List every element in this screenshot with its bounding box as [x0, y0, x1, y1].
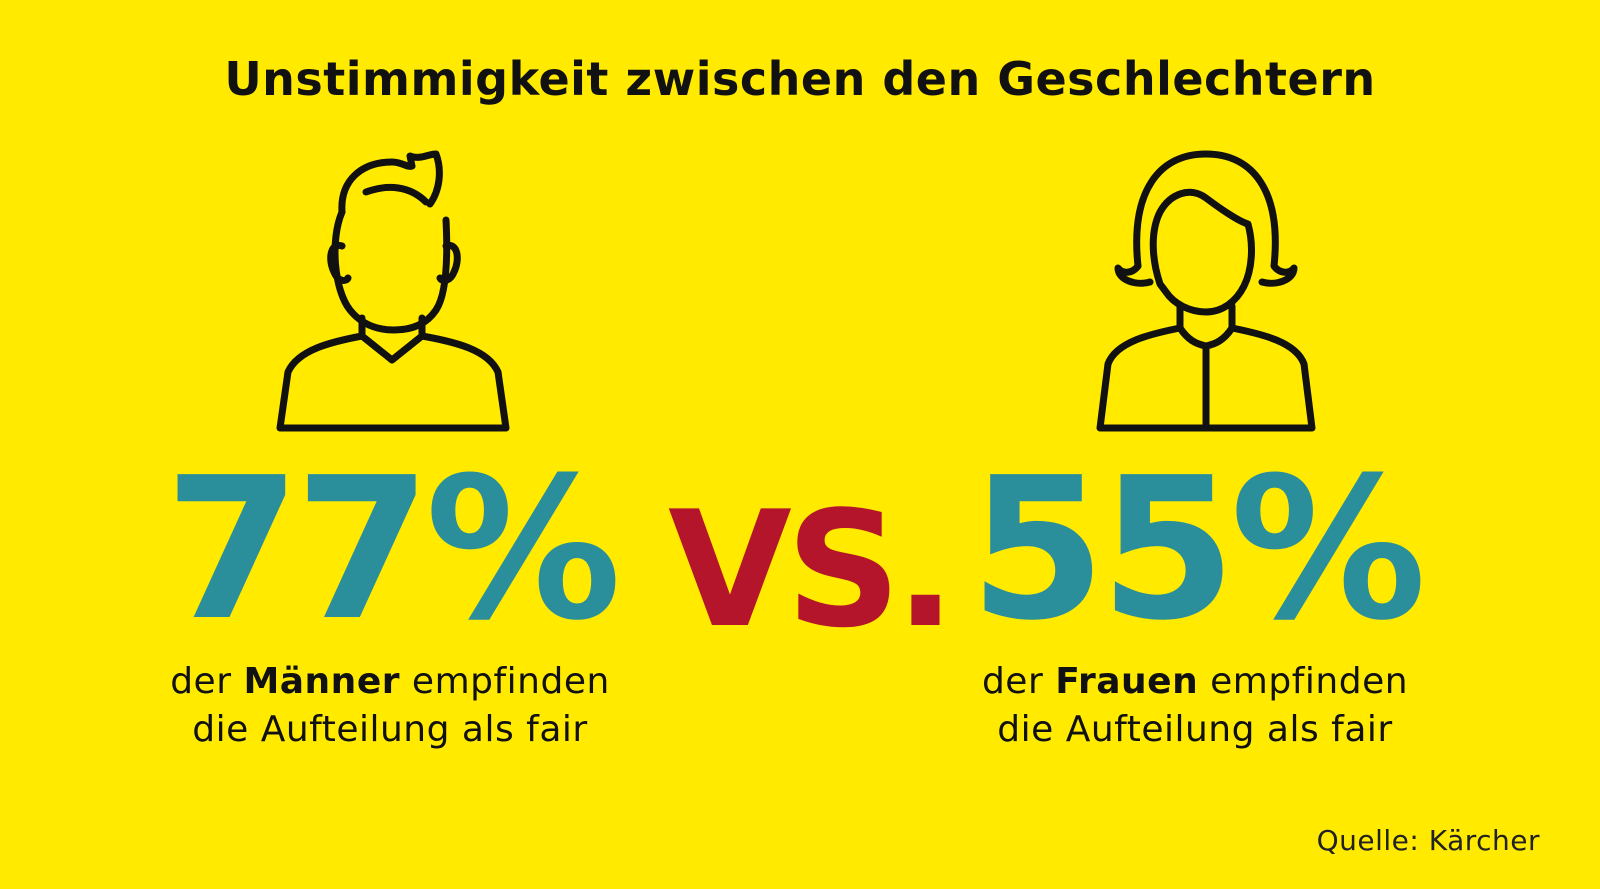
men-caption-bold: Männer	[243, 661, 400, 702]
men-caption: der Männer empfinden die Aufteilung als …	[130, 658, 650, 754]
men-caption-suffix: empfinden	[399, 661, 610, 702]
women-caption-prefix: der	[981, 661, 1056, 702]
men-caption-line1: der Männer empfinden	[170, 661, 610, 702]
source-credit: Quelle: Kärcher	[1316, 824, 1540, 857]
women-stat: 55% der Frauen empfinden die Aufteilung …	[935, 452, 1455, 754]
men-percentage: 77%	[164, 436, 621, 664]
women-caption-bold: Frauen	[1055, 661, 1199, 702]
men-stat: 77% der Männer empfinden die Aufteilung …	[130, 452, 650, 754]
men-caption-line2: die Aufteilung als fair	[192, 709, 588, 750]
man-icon	[270, 150, 520, 440]
men-caption-prefix: der	[170, 661, 244, 702]
woman-icon	[1080, 150, 1330, 440]
women-caption-line1: der Frauen empfinden	[982, 661, 1408, 702]
women-caption: der Frauen empfinden die Aufteilung als …	[935, 658, 1455, 754]
women-caption-line2: die Aufteilung als fair	[997, 709, 1393, 750]
page-title: Unstimmigkeit zwischen den Geschlechtern	[224, 52, 1376, 106]
women-percentage: 55%	[969, 436, 1426, 664]
women-caption-suffix: empfinden	[1198, 661, 1409, 702]
versus-label: VS.	[668, 476, 956, 663]
